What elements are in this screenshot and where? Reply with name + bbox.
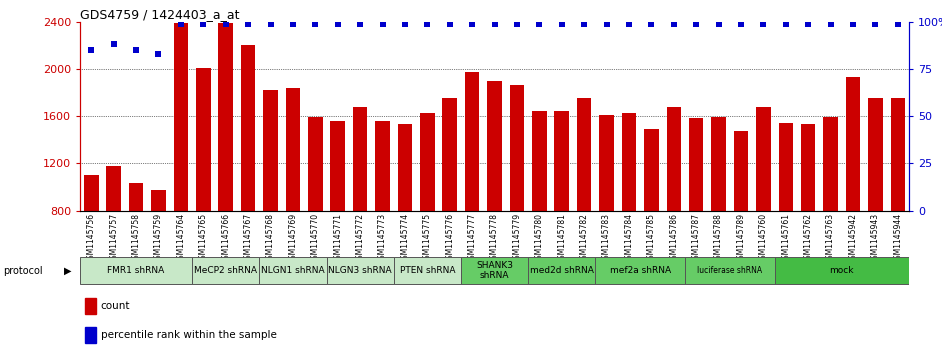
FancyBboxPatch shape (327, 257, 394, 284)
Text: GSM1145776: GSM1145776 (446, 213, 454, 264)
Text: GSM1145789: GSM1145789 (737, 213, 745, 264)
Bar (263, 90, 278, 305)
Bar (285, 88, 300, 305)
Text: GSM1145773: GSM1145773 (378, 213, 387, 264)
Bar (196, 68, 211, 305)
Bar (532, 111, 546, 305)
Bar (510, 85, 525, 305)
Bar (577, 98, 592, 305)
Text: GSM1145767: GSM1145767 (244, 213, 252, 264)
FancyBboxPatch shape (80, 257, 192, 284)
Text: GSM1145777: GSM1145777 (467, 213, 477, 264)
Text: GSM1145783: GSM1145783 (602, 213, 611, 264)
Text: GSM1145788: GSM1145788 (714, 213, 723, 264)
FancyBboxPatch shape (528, 257, 595, 284)
Bar (711, 117, 726, 305)
Bar (219, 23, 233, 305)
Text: GSM1145778: GSM1145778 (490, 213, 499, 264)
Text: GSM1145771: GSM1145771 (333, 213, 342, 264)
FancyBboxPatch shape (192, 257, 259, 284)
Bar (353, 107, 367, 305)
Text: GSM1145786: GSM1145786 (669, 213, 678, 264)
Bar (846, 77, 860, 305)
Text: GSM1145782: GSM1145782 (579, 213, 589, 264)
Bar (464, 72, 479, 305)
Text: GSM1145944: GSM1145944 (893, 213, 902, 264)
Text: count: count (101, 301, 130, 311)
Bar (420, 113, 434, 305)
Bar (644, 129, 658, 305)
Bar (487, 81, 502, 305)
Text: GSM1145781: GSM1145781 (558, 213, 566, 264)
Bar (331, 121, 345, 305)
Bar (398, 125, 413, 305)
Bar (152, 190, 166, 305)
FancyBboxPatch shape (394, 257, 461, 284)
FancyBboxPatch shape (461, 257, 528, 284)
Text: PTEN shRNA: PTEN shRNA (399, 266, 455, 275)
Text: GSM1145774: GSM1145774 (400, 213, 410, 264)
Text: NLGN1 shRNA: NLGN1 shRNA (261, 266, 325, 275)
Text: GSM1145775: GSM1145775 (423, 213, 431, 264)
Text: GDS4759 / 1424403_a_at: GDS4759 / 1424403_a_at (80, 8, 239, 21)
Text: GSM1145942: GSM1145942 (849, 213, 857, 264)
Text: GSM1145779: GSM1145779 (512, 213, 522, 264)
Text: GSM1145763: GSM1145763 (826, 213, 836, 264)
Text: GSM1145784: GSM1145784 (625, 213, 633, 264)
Text: GSM1145785: GSM1145785 (647, 213, 656, 264)
Text: GSM1145765: GSM1145765 (199, 213, 208, 264)
Bar (689, 118, 704, 305)
Text: NLGN3 shRNA: NLGN3 shRNA (329, 266, 392, 275)
Text: luciferase shRNA: luciferase shRNA (697, 266, 762, 275)
Text: GSM1145764: GSM1145764 (176, 213, 186, 264)
Text: FMR1 shRNA: FMR1 shRNA (107, 266, 165, 275)
Text: SHANK3
shRNA: SHANK3 shRNA (476, 261, 513, 280)
Text: mef2a shRNA: mef2a shRNA (609, 266, 671, 275)
Bar (823, 117, 837, 305)
Text: GSM1145761: GSM1145761 (781, 213, 790, 264)
FancyBboxPatch shape (595, 257, 685, 284)
Text: GSM1145768: GSM1145768 (266, 213, 275, 264)
Bar (667, 107, 681, 305)
Bar (375, 122, 390, 305)
Bar (555, 111, 569, 305)
Bar (106, 166, 121, 305)
Text: protocol: protocol (3, 266, 42, 276)
Text: ▶: ▶ (64, 266, 72, 276)
Text: MeCP2 shRNA: MeCP2 shRNA (194, 266, 257, 275)
Bar (869, 98, 883, 305)
Text: percentile rank within the sample: percentile rank within the sample (101, 330, 277, 340)
Bar (622, 113, 636, 305)
Bar (599, 115, 614, 305)
Text: GSM1145760: GSM1145760 (759, 213, 768, 264)
Text: med2d shRNA: med2d shRNA (529, 266, 593, 275)
Bar (890, 98, 905, 305)
Bar (308, 117, 322, 305)
Text: GSM1145943: GSM1145943 (871, 213, 880, 264)
Bar (778, 123, 793, 305)
Text: GSM1145772: GSM1145772 (356, 213, 365, 264)
Text: GSM1145780: GSM1145780 (535, 213, 544, 264)
Bar (801, 125, 816, 305)
Text: GSM1145758: GSM1145758 (132, 213, 140, 264)
Bar (84, 175, 99, 305)
Text: GSM1145762: GSM1145762 (804, 213, 813, 264)
FancyBboxPatch shape (259, 257, 327, 284)
Bar (734, 131, 748, 305)
Text: GSM1145787: GSM1145787 (691, 213, 701, 264)
Text: GSM1145770: GSM1145770 (311, 213, 320, 264)
Bar (443, 98, 457, 305)
Bar (129, 183, 143, 305)
Bar (173, 23, 188, 305)
Text: mock: mock (830, 266, 854, 275)
FancyBboxPatch shape (774, 257, 909, 284)
Bar (756, 107, 771, 305)
Text: GSM1145766: GSM1145766 (221, 213, 230, 264)
Text: GSM1145757: GSM1145757 (109, 213, 118, 264)
Text: GSM1145769: GSM1145769 (288, 213, 298, 264)
FancyBboxPatch shape (685, 257, 774, 284)
Text: GSM1145756: GSM1145756 (87, 213, 96, 264)
Text: GSM1145759: GSM1145759 (154, 213, 163, 264)
Bar (241, 45, 255, 305)
